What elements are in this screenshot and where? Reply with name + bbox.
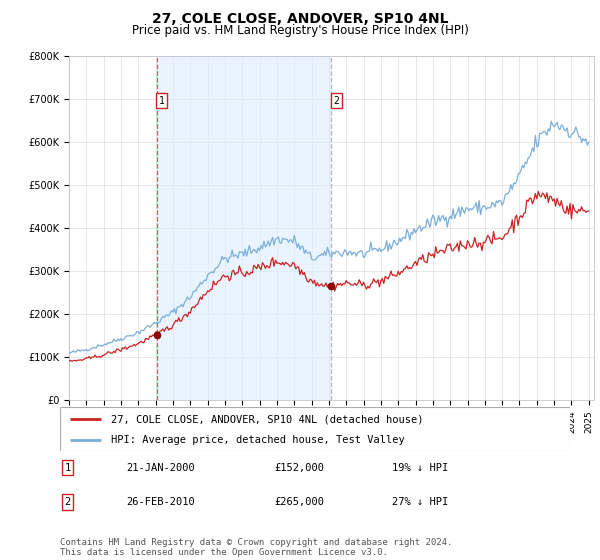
Text: Price paid vs. HM Land Registry's House Price Index (HPI): Price paid vs. HM Land Registry's House …	[131, 24, 469, 36]
Text: 21-JAN-2000: 21-JAN-2000	[127, 463, 195, 473]
Text: £265,000: £265,000	[274, 497, 324, 507]
Text: 19% ↓ HPI: 19% ↓ HPI	[392, 463, 448, 473]
Text: 1: 1	[65, 463, 71, 473]
Text: £152,000: £152,000	[274, 463, 324, 473]
Bar	[157, 56, 331, 400]
Text: 26-FEB-2010: 26-FEB-2010	[127, 497, 195, 507]
Text: 1: 1	[159, 96, 164, 106]
Text: Contains HM Land Registry data © Crown copyright and database right 2024.
This d: Contains HM Land Registry data © Crown c…	[60, 538, 452, 557]
Text: 27, COLE CLOSE, ANDOVER, SP10 4NL: 27, COLE CLOSE, ANDOVER, SP10 4NL	[152, 12, 448, 26]
Text: 27, COLE CLOSE, ANDOVER, SP10 4NL (detached house): 27, COLE CLOSE, ANDOVER, SP10 4NL (detac…	[111, 414, 424, 424]
Text: 2: 2	[65, 497, 71, 507]
Text: 2: 2	[334, 96, 339, 106]
Text: HPI: Average price, detached house, Test Valley: HPI: Average price, detached house, Test…	[111, 435, 405, 445]
Text: 27% ↓ HPI: 27% ↓ HPI	[392, 497, 448, 507]
